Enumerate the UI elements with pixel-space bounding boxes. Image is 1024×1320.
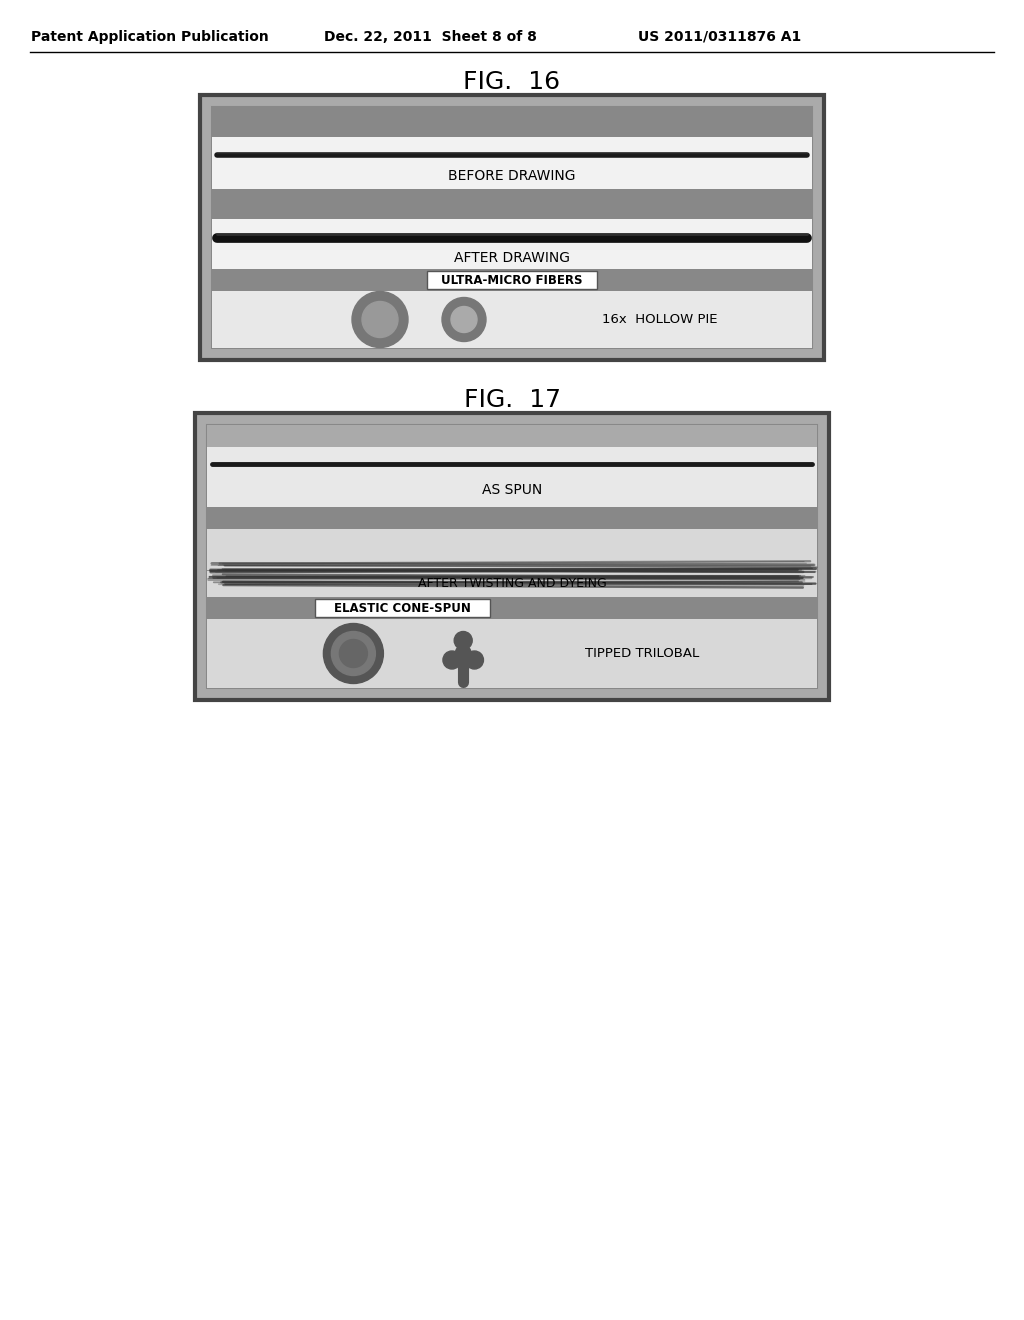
Text: ULTRA-MICRO FIBERS: ULTRA-MICRO FIBERS [441, 273, 583, 286]
Circle shape [442, 297, 486, 342]
Text: TIPPED TRILOBAL: TIPPED TRILOBAL [585, 647, 699, 660]
Circle shape [443, 651, 461, 669]
Text: US 2011/0311876 A1: US 2011/0311876 A1 [638, 30, 802, 44]
Circle shape [466, 651, 483, 669]
FancyBboxPatch shape [207, 425, 817, 447]
Text: FIG.  17: FIG. 17 [464, 388, 560, 412]
FancyBboxPatch shape [207, 447, 817, 507]
FancyBboxPatch shape [212, 269, 812, 290]
Circle shape [362, 301, 398, 338]
Text: AFTER DRAWING: AFTER DRAWING [454, 251, 570, 265]
FancyBboxPatch shape [207, 529, 817, 597]
FancyBboxPatch shape [207, 597, 817, 619]
Text: Patent Application Publication: Patent Application Publication [31, 30, 269, 44]
Text: FIG.  16: FIG. 16 [464, 70, 560, 94]
Circle shape [332, 631, 376, 676]
FancyBboxPatch shape [207, 425, 817, 688]
FancyBboxPatch shape [314, 599, 489, 616]
FancyBboxPatch shape [212, 189, 812, 219]
Circle shape [455, 631, 472, 649]
Circle shape [456, 645, 471, 661]
FancyBboxPatch shape [427, 271, 597, 289]
FancyBboxPatch shape [195, 413, 829, 700]
FancyBboxPatch shape [207, 619, 817, 688]
FancyBboxPatch shape [212, 107, 812, 348]
Text: BEFORE DRAWING: BEFORE DRAWING [449, 169, 575, 183]
Text: Dec. 22, 2011  Sheet 8 of 8: Dec. 22, 2011 Sheet 8 of 8 [324, 30, 537, 44]
FancyBboxPatch shape [212, 290, 812, 348]
Circle shape [339, 639, 368, 668]
Text: AFTER TWISTING AND DYEING: AFTER TWISTING AND DYEING [418, 577, 606, 590]
Circle shape [324, 623, 383, 684]
Text: AS SPUN: AS SPUN [482, 483, 542, 498]
Circle shape [352, 292, 408, 347]
FancyBboxPatch shape [200, 95, 824, 360]
FancyBboxPatch shape [212, 219, 812, 269]
Circle shape [451, 306, 477, 333]
FancyBboxPatch shape [212, 107, 812, 137]
FancyBboxPatch shape [207, 507, 817, 529]
FancyBboxPatch shape [212, 137, 812, 189]
Text: 16x  HOLLOW PIE: 16x HOLLOW PIE [602, 313, 718, 326]
Text: ELASTIC CONE-SPUN: ELASTIC CONE-SPUN [334, 602, 471, 615]
